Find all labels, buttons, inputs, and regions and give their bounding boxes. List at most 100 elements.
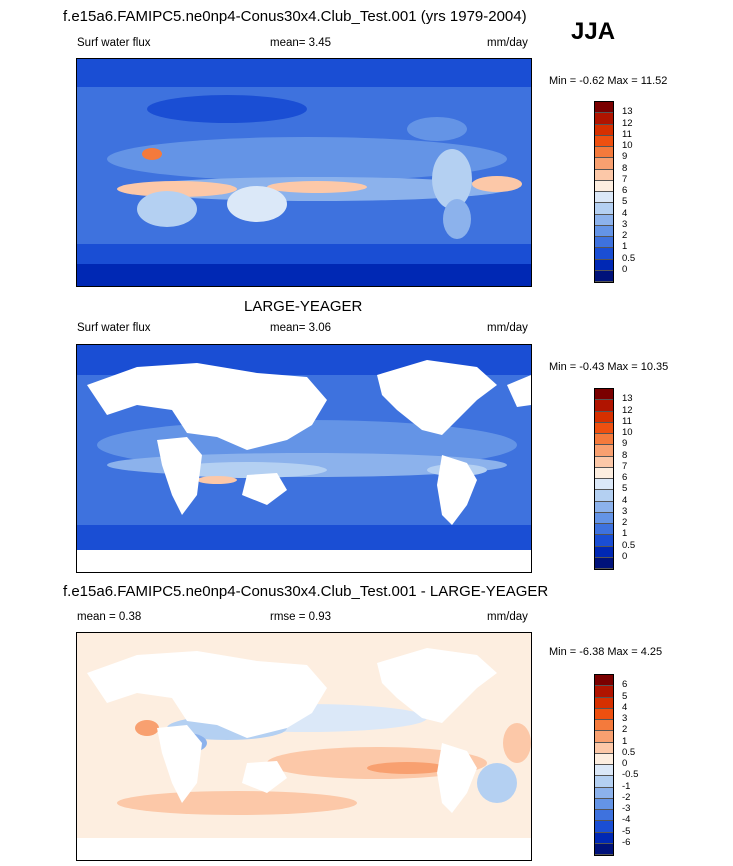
colorbar-segment bbox=[595, 765, 613, 777]
colorbar-tick-label: 2 bbox=[622, 724, 628, 736]
colorbar-segment bbox=[595, 467, 613, 479]
colorbar-segment bbox=[595, 731, 613, 743]
colorbar-segment bbox=[595, 720, 613, 732]
colorbar-segment bbox=[595, 169, 613, 181]
colorbar-tick-label: -5 bbox=[622, 825, 631, 837]
colorbar-tick-label: 4 bbox=[622, 207, 628, 219]
colorbar-segment bbox=[595, 147, 613, 159]
panel3-minmax: Min = -6.38 Max = 4.25 bbox=[549, 646, 663, 658]
colorbar-tick-label: 7 bbox=[622, 460, 628, 472]
colorbar-tick-label: 11 bbox=[622, 128, 632, 140]
colorbar-segment bbox=[595, 411, 613, 423]
colorbar-segment bbox=[595, 546, 613, 558]
colorbar-tick-label: -1 bbox=[622, 780, 631, 792]
season-label: JJA bbox=[571, 18, 616, 45]
colorbar-segment bbox=[595, 512, 613, 524]
colorbar-segment bbox=[595, 501, 613, 513]
colorbar-segment bbox=[595, 490, 613, 502]
colorbar-tick-label: -0.5 bbox=[622, 769, 639, 781]
colorbar-tick-label: 7 bbox=[622, 173, 628, 185]
colorbar-tick-label: 2 bbox=[622, 230, 628, 241]
panel1-variable-label: Surf water flux bbox=[77, 37, 151, 49]
colorbar-segment bbox=[595, 203, 613, 215]
colorbar-segment bbox=[595, 832, 613, 844]
colorbar-tick-label: 5 bbox=[622, 690, 628, 702]
colorbar-tick-label: 3 bbox=[622, 218, 628, 230]
panel1-units-label: mm/day bbox=[487, 37, 528, 49]
colorbar-segment bbox=[595, 524, 613, 536]
colorbar-segment bbox=[595, 389, 613, 401]
colorbar-tick-label: -3 bbox=[622, 803, 631, 814]
colorbar-tick-label: 9 bbox=[622, 438, 628, 450]
panel2-colorbar bbox=[594, 388, 614, 570]
colorbar-segment bbox=[595, 776, 613, 788]
colorbar-tick-label: -4 bbox=[622, 814, 631, 826]
colorbar-segment bbox=[595, 535, 613, 547]
colorbar-tick-label: 10 bbox=[622, 427, 633, 438]
colorbar-tick-label: 6 bbox=[622, 185, 628, 196]
colorbar-segment bbox=[595, 102, 613, 114]
colorbar-tick-label: 5 bbox=[622, 196, 628, 208]
colorbar-tick-label: 12 bbox=[622, 117, 633, 129]
colorbar-segment bbox=[595, 259, 613, 271]
panel3-title: f.e15a6.FAMIPC5.ne0np4-Conus30x4.Club_Te… bbox=[63, 583, 549, 600]
colorbar-tick-label: 12 bbox=[622, 404, 633, 416]
colorbar-tick-label: 2 bbox=[622, 517, 628, 528]
colorbar-tick-label: 0 bbox=[622, 263, 628, 275]
panel3-rmse-label: rmse = 0.93 bbox=[270, 611, 332, 623]
colorbar-tick-label: 0.5 bbox=[622, 746, 636, 758]
colorbar-segment bbox=[595, 479, 613, 491]
colorbar-tick-label: 0 bbox=[622, 758, 628, 769]
colorbar-segment bbox=[595, 708, 613, 720]
colorbar-tick-label: 9 bbox=[622, 151, 628, 163]
panel3-colorbar bbox=[594, 674, 614, 856]
colorbar-segment bbox=[595, 787, 613, 799]
colorbar-tick-label: 8 bbox=[622, 449, 628, 461]
colorbar-segment bbox=[595, 742, 613, 754]
colorbar-tick-label: 6 bbox=[622, 472, 628, 483]
colorbar-tick-label: 3 bbox=[622, 713, 628, 724]
colorbar-tick-label: 0.5 bbox=[622, 252, 636, 264]
colorbar-segment bbox=[595, 456, 613, 468]
colorbar-tick-label: -6 bbox=[622, 836, 631, 848]
colorbar-segment bbox=[595, 158, 613, 170]
colorbar-tick-label: 11 bbox=[622, 415, 632, 427]
panel3-map bbox=[76, 632, 532, 861]
colorbar-segment bbox=[595, 843, 613, 855]
colorbar-segment bbox=[595, 675, 613, 687]
panel3-units-label: mm/day bbox=[487, 611, 528, 623]
colorbar-segment bbox=[595, 113, 613, 125]
colorbar-tick-label: 8 bbox=[622, 162, 628, 174]
panel2-units-label: mm/day bbox=[487, 322, 528, 334]
colorbar-tick-label: 1 bbox=[622, 241, 628, 253]
colorbar-tick-label: 4 bbox=[622, 701, 628, 713]
panel3-mean-label: mean = 0.38 bbox=[77, 611, 142, 623]
panel1-minmax: Min = -0.62 Max = 11.52 bbox=[549, 75, 668, 87]
panel1-mean-label: mean= 3.45 bbox=[270, 37, 332, 49]
colorbar-segment bbox=[595, 697, 613, 709]
colorbar-tick-label: 13 bbox=[622, 106, 633, 118]
colorbar-segment bbox=[595, 686, 613, 698]
colorbar-tick-label: 1 bbox=[622, 528, 628, 540]
colorbar-segment bbox=[595, 434, 613, 446]
colorbar-tick-label: 0 bbox=[622, 550, 628, 562]
colorbar-tick-label: 4 bbox=[622, 494, 628, 506]
colorbar-segment bbox=[595, 225, 613, 237]
colorbar-tick-label: 10 bbox=[622, 140, 633, 151]
colorbar-segment bbox=[595, 248, 613, 260]
panel1-map bbox=[76, 58, 532, 287]
panel1-title: f.e15a6.FAMIPC5.ne0np4-Conus30x4.Club_Te… bbox=[63, 8, 527, 25]
colorbar-tick-label: 0.5 bbox=[622, 539, 636, 551]
colorbar-segment bbox=[595, 753, 613, 765]
colorbar-segment bbox=[595, 214, 613, 226]
panel2-map-svg bbox=[77, 345, 531, 572]
colorbar-segment bbox=[595, 445, 613, 457]
colorbar-tick-label: -2 bbox=[622, 791, 631, 803]
colorbar-segment bbox=[595, 124, 613, 136]
colorbar-segment bbox=[595, 180, 613, 192]
panel2-variable-label: Surf water flux bbox=[77, 322, 151, 334]
colorbar-segment bbox=[595, 192, 613, 204]
colorbar-segment bbox=[595, 422, 613, 434]
panel1-map-svg bbox=[77, 59, 531, 286]
colorbar-tick-label: 6 bbox=[622, 679, 628, 691]
